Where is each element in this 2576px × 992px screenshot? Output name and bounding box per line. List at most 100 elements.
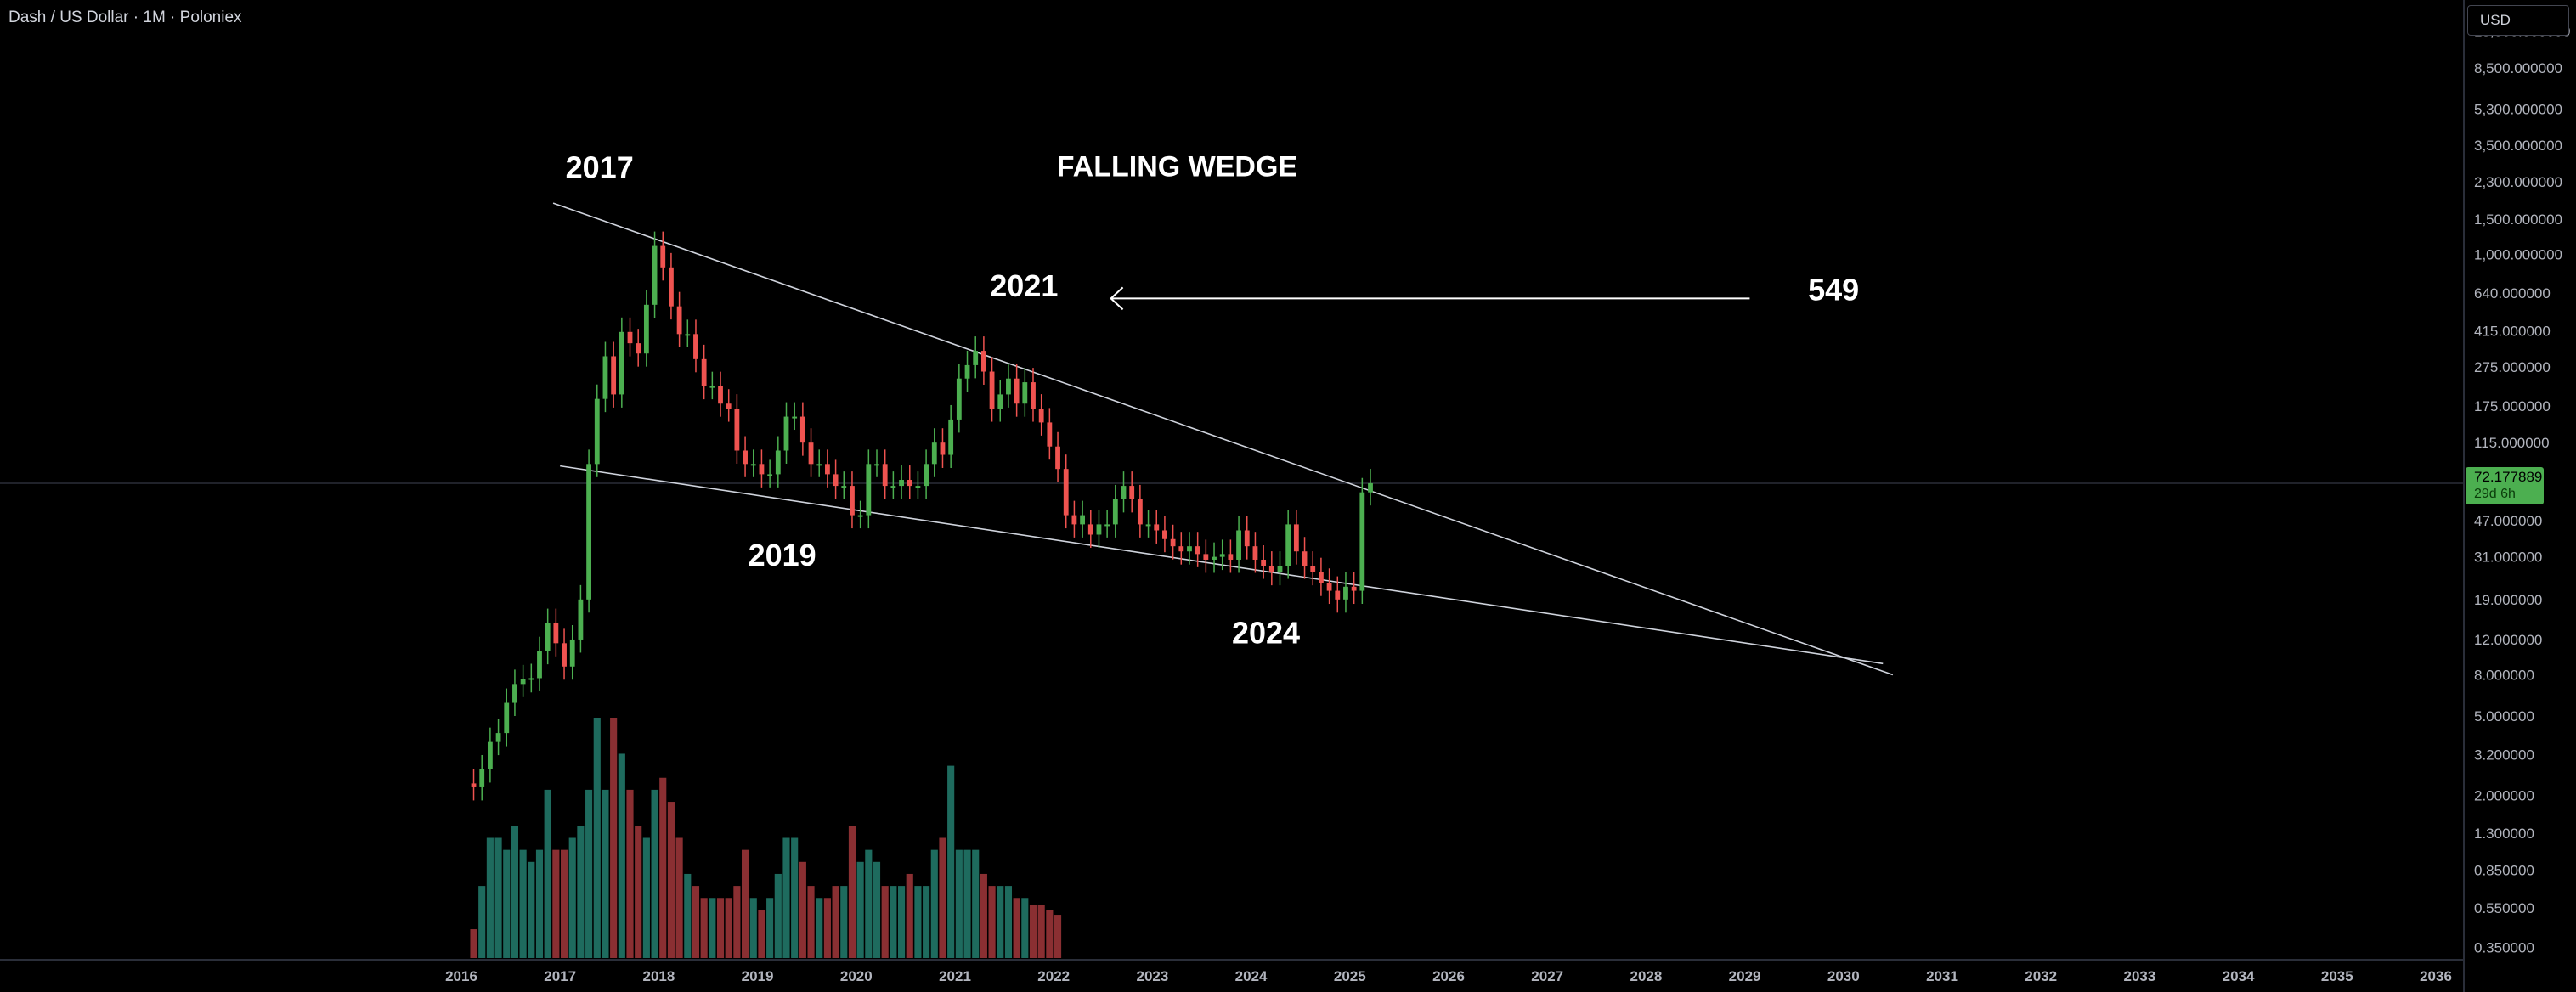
candle: [1031, 368, 1036, 422]
candle: [948, 404, 954, 468]
candle-body: [743, 450, 748, 465]
candle-body: [1006, 378, 1011, 395]
y-tick-label: 5,300.000000: [2474, 101, 2562, 117]
candle: [833, 459, 839, 499]
volume-bar: [799, 861, 806, 958]
candle: [495, 719, 501, 756]
candle: [899, 465, 904, 499]
candle-body: [890, 486, 896, 488]
volume-bar: [963, 849, 971, 958]
candle: [882, 449, 888, 499]
candle-body: [931, 442, 937, 465]
volume-bar: [840, 886, 848, 958]
candle: [1351, 572, 1357, 605]
x-tick-label: 2028: [1630, 968, 1662, 984]
candle: [924, 449, 929, 499]
candle-body: [1014, 378, 1020, 404]
annotation-label: 2019: [749, 538, 816, 572]
x-tick-label: 2034: [2223, 968, 2255, 984]
candle: [1268, 551, 1274, 586]
candle-body: [857, 515, 863, 517]
candle-body: [643, 304, 649, 354]
candle: [1006, 364, 1011, 408]
candle-body: [652, 245, 658, 305]
y-tick-label: 19.000000: [2474, 592, 2542, 608]
volume-bar: [610, 718, 618, 958]
volume-bar: [947, 765, 955, 958]
candle-body: [1359, 492, 1365, 591]
x-tick-label: 2017: [544, 968, 576, 984]
candle: [989, 357, 995, 422]
candle-body: [1187, 546, 1192, 552]
candle-body: [956, 378, 962, 420]
volume-bar: [709, 898, 716, 958]
candle: [1014, 364, 1020, 417]
volume-bar: [823, 898, 831, 958]
candle: [1096, 510, 1102, 548]
x-tick-label: 2030: [1827, 968, 1860, 984]
candle: [1104, 510, 1110, 538]
candle: [709, 371, 715, 400]
currency-selector[interactable]: USD: [2467, 5, 2569, 36]
candle-body: [1335, 590, 1341, 600]
candle-body: [924, 464, 929, 487]
symbol-title: Dash / US Dollar · 1M · Poloniex: [8, 8, 242, 26]
candle: [594, 384, 600, 477]
candle: [997, 380, 1003, 422]
x-tick-label: 2033: [2123, 968, 2155, 984]
candle: [1038, 394, 1044, 436]
candle-body: [734, 409, 740, 451]
candle: [866, 449, 872, 529]
candle: [980, 336, 986, 385]
volume-bar: [635, 826, 642, 958]
candle-body: [1121, 486, 1127, 499]
annotation-label: 2017: [566, 150, 634, 185]
candle: [1236, 516, 1241, 573]
annotation-label: FALLING WEDGE: [1057, 150, 1297, 183]
x-tick-label: 2016: [445, 968, 477, 984]
candle: [537, 636, 542, 691]
volume-bar: [1046, 910, 1054, 958]
y-tick-label: 0.850000: [2474, 862, 2534, 878]
grid: [0, 0, 2465, 992]
volume-bar: [914, 886, 922, 958]
volume-bar: [560, 849, 568, 958]
candle-body: [693, 334, 698, 359]
y-tick-label: 415.000000: [2474, 324, 2551, 340]
candle: [1326, 568, 1332, 605]
candle: [1022, 368, 1028, 417]
candle: [1368, 468, 1373, 506]
candle: [964, 350, 970, 392]
y-tick-label: 0.550000: [2474, 900, 2534, 916]
candle-body: [1212, 556, 1217, 560]
candle-body: [1351, 586, 1357, 591]
current-price-label: 72.177889 29d 6h: [2466, 467, 2544, 504]
candle-body: [1063, 469, 1069, 516]
candle-body: [1112, 499, 1118, 525]
x-tick-label: 2035: [2321, 968, 2353, 984]
candle-body: [799, 416, 805, 443]
candle-body: [808, 442, 814, 465]
volume-bar: [1004, 886, 1013, 958]
volume-bar: [997, 886, 1004, 958]
volume-bar: [906, 873, 913, 958]
candle-body: [619, 331, 624, 395]
candle-body: [1368, 482, 1373, 493]
candle: [759, 449, 765, 488]
y-tick-label: 640.000000: [2474, 285, 2551, 302]
x-tick-label: 2026: [1432, 968, 1465, 984]
candle-body: [1326, 583, 1332, 591]
candle-body: [1080, 515, 1085, 525]
volume-bar: [807, 886, 815, 958]
candle-body: [1096, 524, 1102, 535]
candle-body: [1129, 486, 1135, 499]
candle: [857, 500, 863, 529]
volume-bar: [848, 826, 856, 958]
candle: [1335, 576, 1341, 613]
candle-body: [1145, 524, 1151, 527]
candle-body: [537, 651, 542, 679]
candle: [783, 402, 789, 464]
x-tick-label: 2024: [1235, 968, 1268, 984]
candle-body: [1170, 538, 1176, 547]
